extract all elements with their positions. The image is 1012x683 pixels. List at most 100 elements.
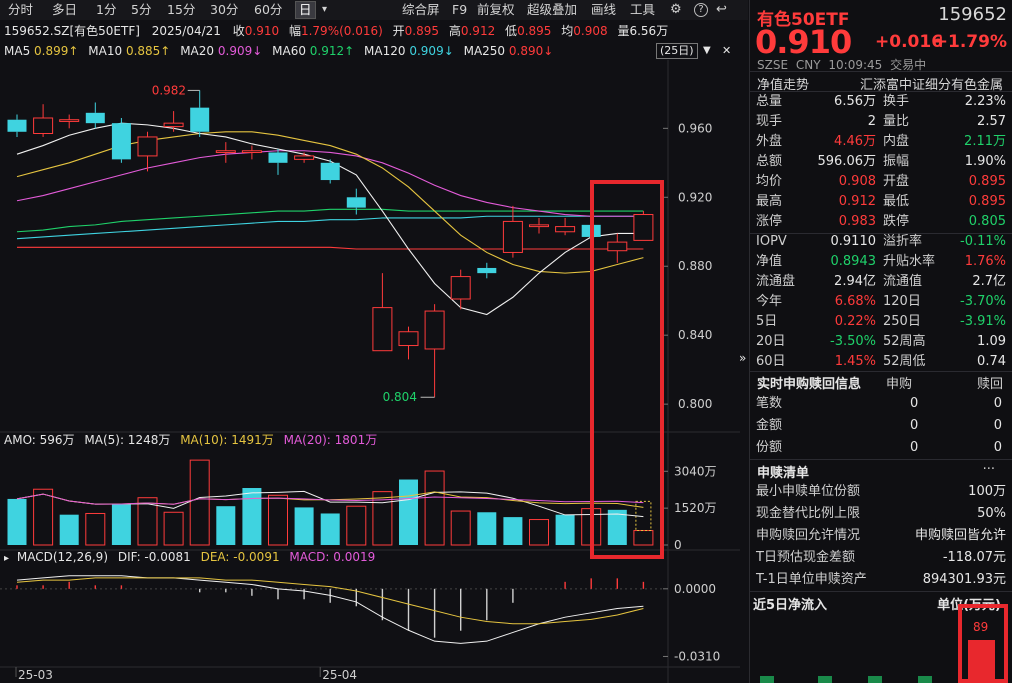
- redemption-redeem: 0: [993, 440, 1002, 455]
- stat-label: 净值: [756, 254, 783, 269]
- period-tab-1min[interactable]: 1分: [96, 2, 117, 17]
- macd-collapse-icon[interactable]: ▸: [4, 553, 10, 564]
- period-tab-5min[interactable]: 5分: [131, 2, 152, 17]
- stat-row: 今年 6.68% 120日 -3.70%: [756, 292, 1006, 312]
- vol-label: 量: [617, 24, 630, 38]
- period-dropdown-icon[interactable]: ▾: [322, 4, 328, 15]
- stat-value: 0.895: [968, 194, 1006, 209]
- stat-value: 0.912: [838, 194, 876, 209]
- candle-body: [424, 310, 445, 350]
- volume-bar: [7, 498, 27, 545]
- volume-bar: [424, 470, 445, 546]
- volume-tick-label: 3040万: [674, 464, 717, 478]
- period-tab-15min[interactable]: 15分: [167, 2, 196, 17]
- candle-body: [320, 162, 340, 181]
- ma-close-icon[interactable]: ✕: [722, 44, 732, 57]
- candle-body: [477, 267, 497, 274]
- ma10-value: 0.885↑: [125, 44, 171, 58]
- ma120-value: 0.909↓: [409, 44, 454, 58]
- gear-icon[interactable]: ⚙: [670, 2, 682, 17]
- stat-label: 最高: [756, 194, 783, 209]
- period-tab-multiday[interactable]: 多日: [52, 2, 78, 17]
- dea-value: DEA: -0.0091: [200, 550, 280, 564]
- amo-ma20: MA(20): 1801万: [283, 433, 378, 447]
- ma60-value: 0.912↑: [309, 44, 355, 58]
- stat-value: 1.45%: [834, 354, 876, 369]
- volume-bar: [477, 512, 497, 545]
- security-code: 159652: [938, 4, 1007, 25]
- range-value: 1.79%(0.016): [300, 24, 383, 38]
- candle-body: [346, 197, 366, 208]
- date-label: 25-04: [322, 668, 357, 682]
- candle-body: [398, 331, 419, 347]
- sub-list-value: 50%: [977, 506, 1006, 521]
- candle-body: [59, 119, 80, 122]
- forward-adjust-button[interactable]: 前复权: [477, 2, 515, 17]
- sub-list-row: 现金替代比例上限 50%: [756, 503, 1006, 525]
- sub-list-label: 现金替代比例上限: [756, 506, 861, 521]
- candle-body: [111, 123, 131, 160]
- stat-label: 跌停: [883, 214, 910, 229]
- redemption-label: 笔数: [756, 396, 783, 411]
- market-status-row: SZSE CNY 10:09:45 交易中: [757, 56, 926, 73]
- period-toolbar: 分时 多日 1分 5分 15分 30分 60分 日 ▾ 综合屏 F9 前复权 超…: [0, 0, 748, 20]
- ma5-label: MA5: [4, 44, 31, 58]
- stat-value: 0.805: [968, 214, 1006, 229]
- ma-days-selector[interactable]: (25日): [656, 43, 698, 59]
- stat-row: 60日 1.45% 52周低 0.74: [756, 352, 1006, 372]
- expand-panel-button[interactable]: »: [739, 351, 747, 365]
- redemption-title: 实时申购赎回信息: [757, 377, 862, 392]
- sub-list-row: 最小申赎单位份额 100万: [756, 481, 1006, 503]
- stat-value: 4.46万: [834, 134, 876, 149]
- sub-list-row: 申购赎回允许情况 申购赎回皆允许: [756, 525, 1006, 547]
- candle-body: [294, 155, 315, 160]
- kline-chart[interactable]: 0.982 0.804 0.960 0.920 0.880 0.840 0.800 3040…: [0, 60, 740, 683]
- stat-value: 2.23%: [964, 94, 1006, 109]
- stat-label: 最低: [883, 194, 910, 209]
- inflow-bar-3: [868, 676, 882, 683]
- candle-body: [607, 241, 628, 252]
- ma5-value: 0.899↑: [34, 44, 79, 58]
- stat-value: 2.7亿: [972, 274, 1006, 289]
- stat-label: 今年: [756, 294, 783, 309]
- back-icon[interactable]: ↩: [716, 2, 727, 17]
- draw-line-button[interactable]: 画线: [591, 2, 617, 17]
- tracked-index-name[interactable]: 汇添富中证细分有色金属: [859, 78, 1003, 93]
- period-tab-30min[interactable]: 30分: [210, 2, 239, 17]
- date-label: 25-03: [18, 668, 53, 682]
- redemption-row: 份额 0 0: [756, 438, 1006, 458]
- sub-list-label: T-1日单位申赎资产: [756, 572, 867, 587]
- stat-label: 60日: [756, 354, 786, 369]
- candle-body: [268, 152, 288, 163]
- redemption-buy: 0: [910, 418, 919, 433]
- question-icon[interactable]: ?: [694, 3, 708, 17]
- f9-button[interactable]: F9: [452, 2, 468, 17]
- composite-screen-button[interactable]: 综合屏: [402, 2, 440, 17]
- security-code-name: 159652.SZ[有色50ETF]: [4, 24, 140, 38]
- candle-body: [450, 276, 471, 300]
- currency-label: CNY: [795, 58, 821, 72]
- period-tab-60min[interactable]: 60分: [254, 2, 283, 17]
- sub-list-more-button[interactable]: ···: [982, 462, 995, 477]
- amo-legend-row: AMO: 596万 MA(5): 1248万 MA(10): 1491万 MA(…: [4, 432, 377, 448]
- candle-body: [190, 107, 210, 132]
- tools-button[interactable]: 工具: [630, 2, 656, 17]
- period-tab-daily[interactable]: 日: [295, 1, 316, 19]
- ma-collapse-icon[interactable]: ▼: [703, 45, 711, 56]
- volume-bar: [33, 488, 54, 546]
- quote-panel: 有色50ETF 159652 0.910 +0.016 +1.79% SZSE …: [749, 0, 1012, 683]
- volume-ma20-line: [16, 493, 644, 505]
- volume-bar: [242, 488, 262, 545]
- period-tab-intraday[interactable]: 分时: [8, 2, 34, 17]
- stat-value: 2.57: [977, 114, 1006, 129]
- stat-label: 现手: [756, 114, 783, 129]
- stat-row: 净值 0.8943 升贴水率 1.76%: [756, 252, 1006, 272]
- ma20-label: MA20: [180, 44, 215, 58]
- stat-value: 1.90%: [964, 154, 1006, 169]
- price-tick-label: 0.840: [678, 328, 712, 342]
- stat-label: 溢折率: [883, 234, 923, 249]
- super-overlay-button[interactable]: 超级叠加: [527, 2, 578, 17]
- volume-bar: [268, 494, 288, 546]
- stat-value: -3.70%: [960, 294, 1006, 309]
- nav-trend-link[interactable]: 净值走势: [757, 78, 810, 93]
